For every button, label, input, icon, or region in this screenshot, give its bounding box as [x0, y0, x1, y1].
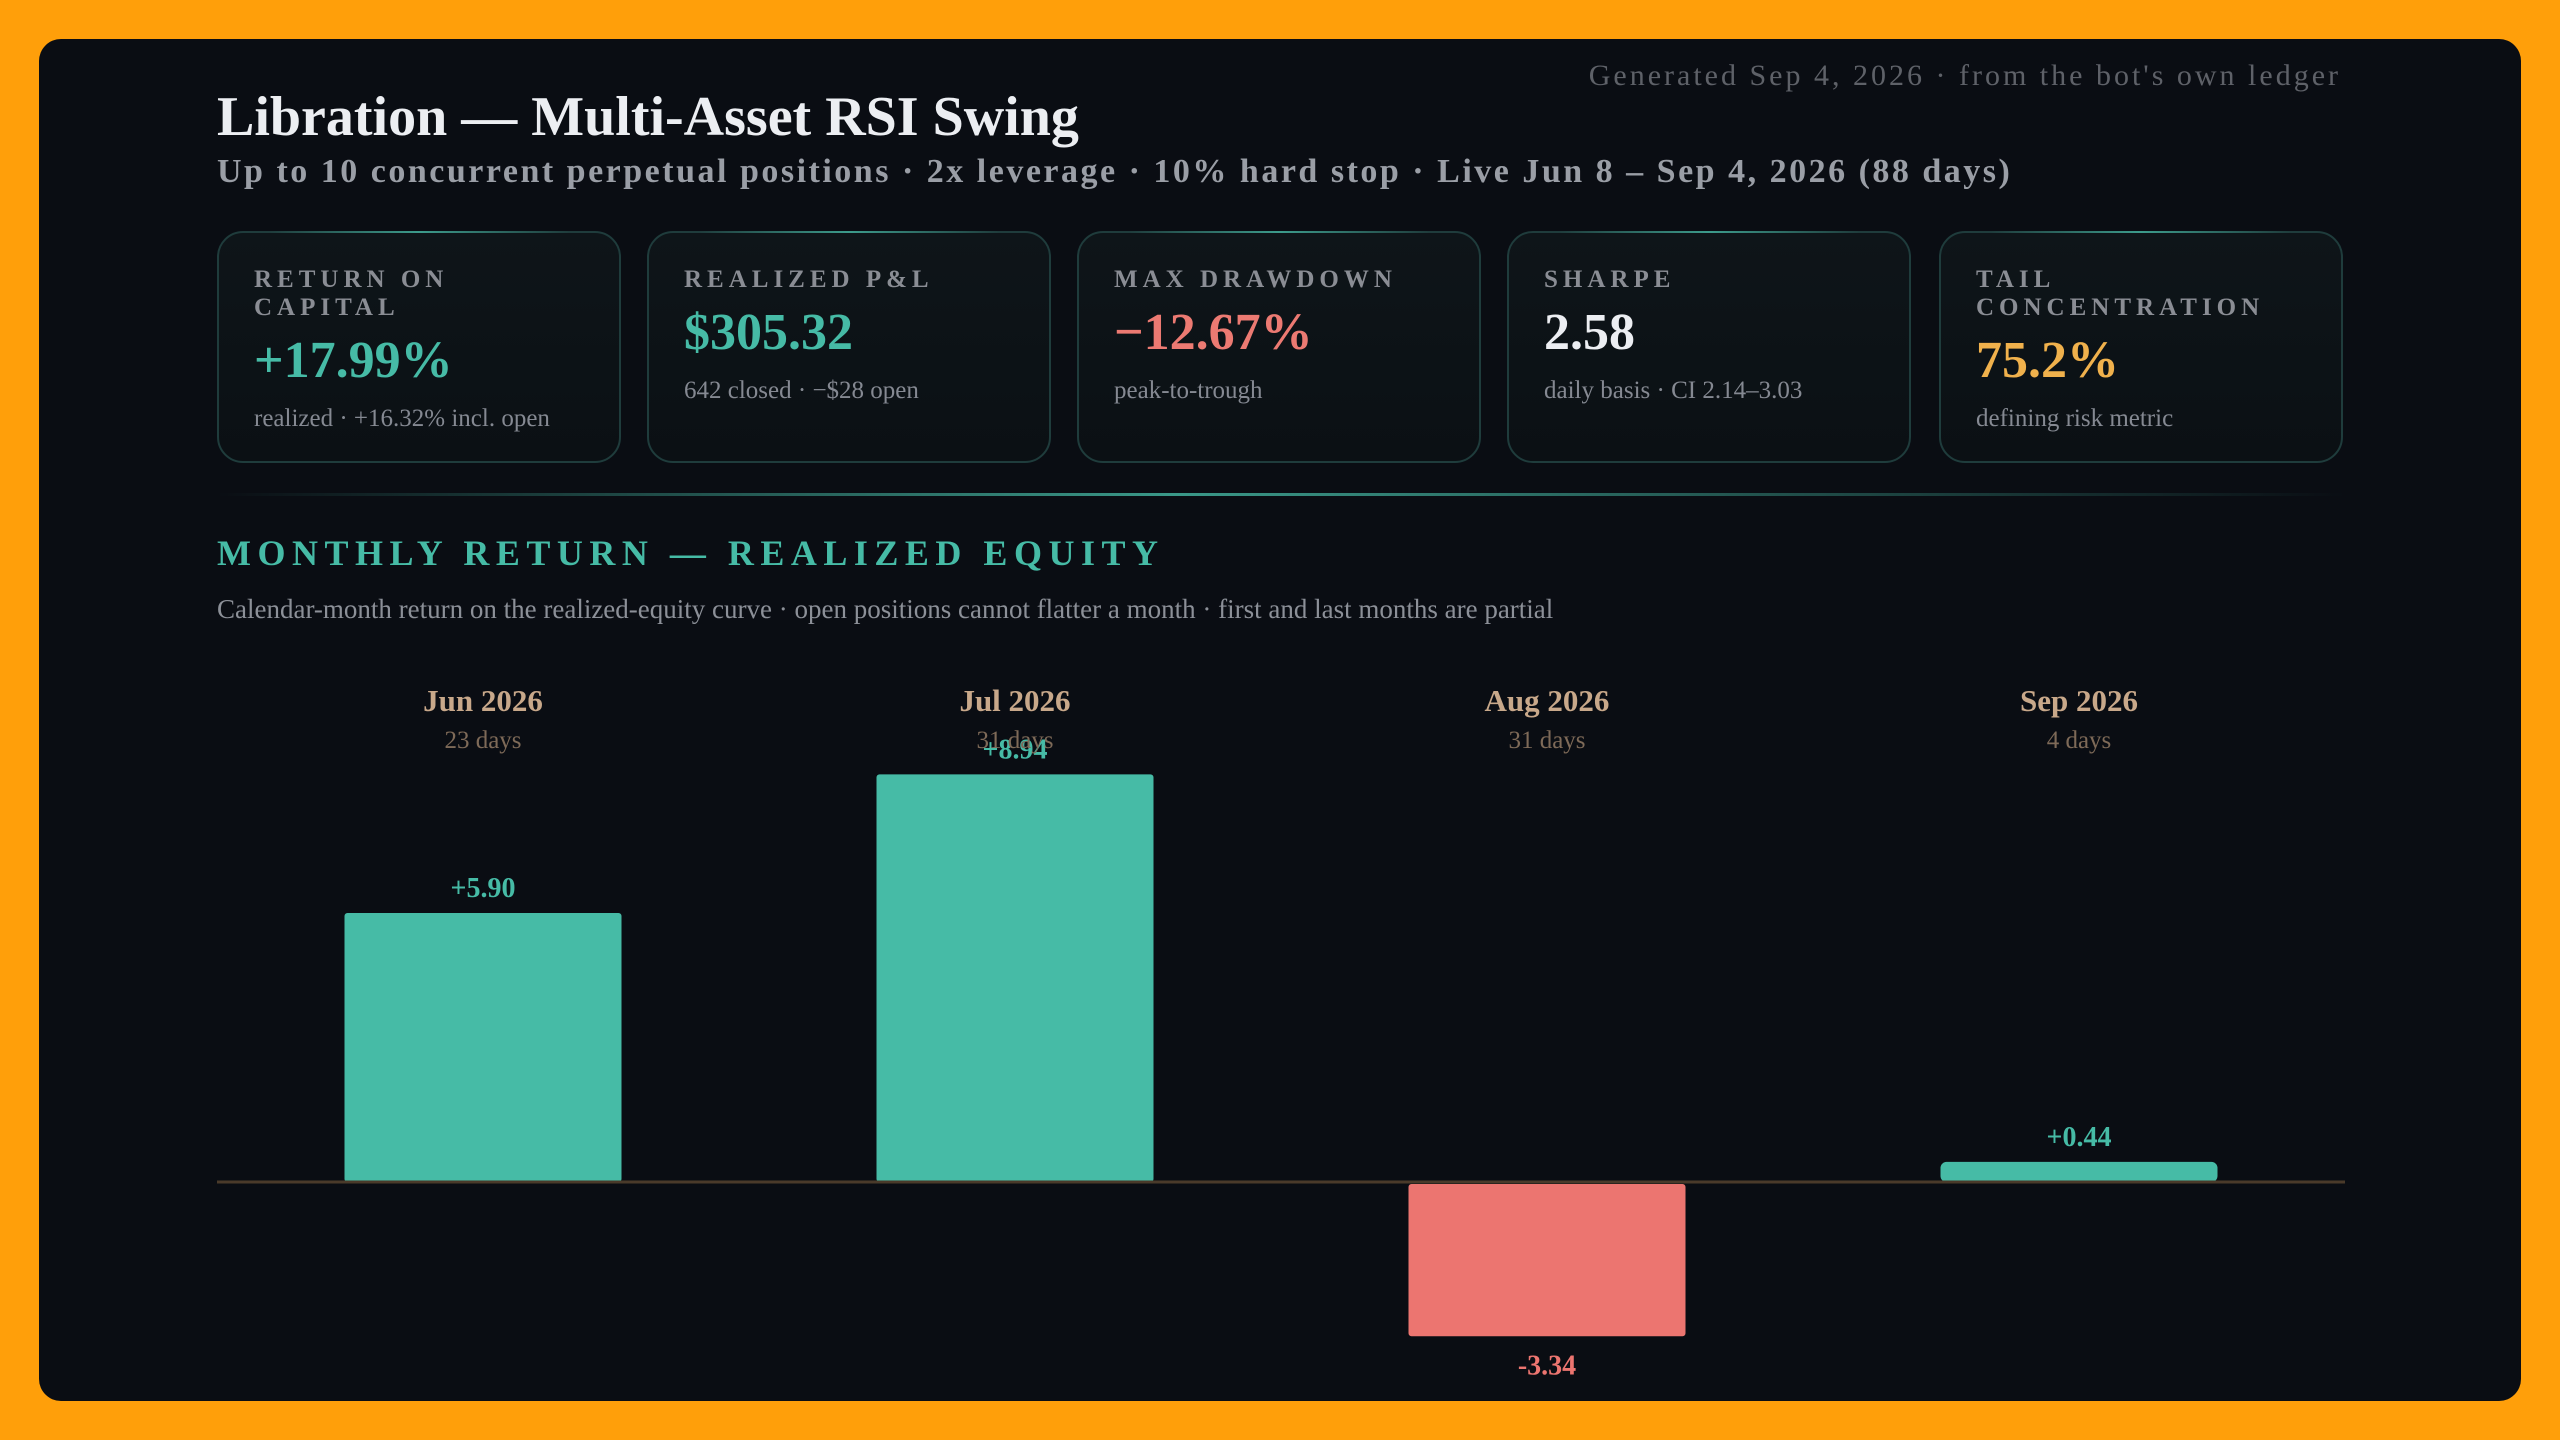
kpi-card-return: RETURN ON CAPITAL +17.99% realized · +16…	[217, 231, 621, 463]
category-label: Jul 2026	[959, 683, 1070, 718]
bar-value-label: -3.34	[1518, 1350, 1576, 1381]
report-panel: Generated Sep 4, 2026 · from the bot's o…	[39, 39, 2521, 1401]
section-divider	[217, 493, 2345, 496]
section-title: MONTHLY RETURN — REALIZED EQUITY	[217, 533, 1165, 573]
bar-jul-2026	[876, 774, 1154, 1182]
bar-aug-2026	[1408, 1184, 1686, 1337]
bar-value-label: +5.90	[451, 873, 516, 904]
page-title: Libration — Multi-Asset RSI Swing	[217, 86, 1079, 148]
category-label: Aug 2026	[1485, 683, 1610, 718]
kpi-label: REALIZED P&L	[684, 266, 934, 293]
category-label: Sep 2026	[2020, 683, 2138, 718]
category-sublabel: 23 days	[444, 727, 521, 754]
kpi-value: 75.2%	[1976, 332, 2119, 389]
kpi-label: TAIL CONCENTRATION	[1976, 266, 2265, 321]
kpi-note: daily basis · CI 2.14–3.03	[1544, 377, 1803, 404]
kpi-label: SHARPE	[1544, 266, 1676, 293]
page-subtitle: Up to 10 concurrent perpetual positions …	[217, 153, 2013, 190]
category-sublabel: 31 days	[976, 727, 1053, 754]
kpi-value: 2.58	[1544, 304, 1635, 361]
category-label: Jun 2026	[423, 683, 543, 718]
kpi-card-realized-pnl: REALIZED P&L $305.32 642 closed · −$28 o…	[647, 231, 1051, 463]
kpi-value: −12.67%	[1114, 304, 1313, 361]
bar-jun-2026	[344, 912, 622, 1182]
kpi-card-tail-concentration: TAIL CONCENTRATION 75.2% defining risk m…	[1939, 231, 2343, 463]
category-sublabel: 4 days	[2047, 727, 2112, 754]
section-description: Calendar-month return on the realized-eq…	[217, 594, 1554, 624]
kpi-note: defining risk metric	[1976, 405, 2174, 432]
kpi-value: +17.99%	[254, 332, 453, 389]
category-sublabel: 31 days	[1508, 727, 1585, 754]
monthly-return-chart: +5.90 Jun 2026 23 days +8.94 Jul 2026 31 days…	[217, 683, 2345, 1381]
kpi-card-sharpe: SHARPE 2.58 daily basis · CI 2.14–3.03	[1507, 231, 1911, 463]
kpi-label: RETURN ON CAPITAL	[254, 266, 449, 321]
generated-note: Generated Sep 4, 2026 · from the bot's o…	[1588, 59, 2341, 92]
kpi-note: realized · +16.32% incl. open	[254, 405, 550, 432]
kpi-value: $305.32	[684, 304, 853, 361]
kpi-note: 642 closed · −$28 open	[684, 377, 919, 404]
kpi-label: MAX DRAWDOWN	[1114, 266, 1397, 293]
bar-value-label: +8.94	[983, 734, 1048, 765]
kpi-card-max-drawdown: MAX DRAWDOWN −12.67% peak-to-trough	[1077, 231, 1481, 463]
bar-value-label: +0.44	[2047, 1122, 2112, 1153]
kpi-row: RETURN ON CAPITAL +17.99% realized · +16…	[217, 231, 2345, 465]
bar-sep-2026	[1940, 1161, 2218, 1182]
kpi-note: peak-to-trough	[1114, 377, 1263, 404]
